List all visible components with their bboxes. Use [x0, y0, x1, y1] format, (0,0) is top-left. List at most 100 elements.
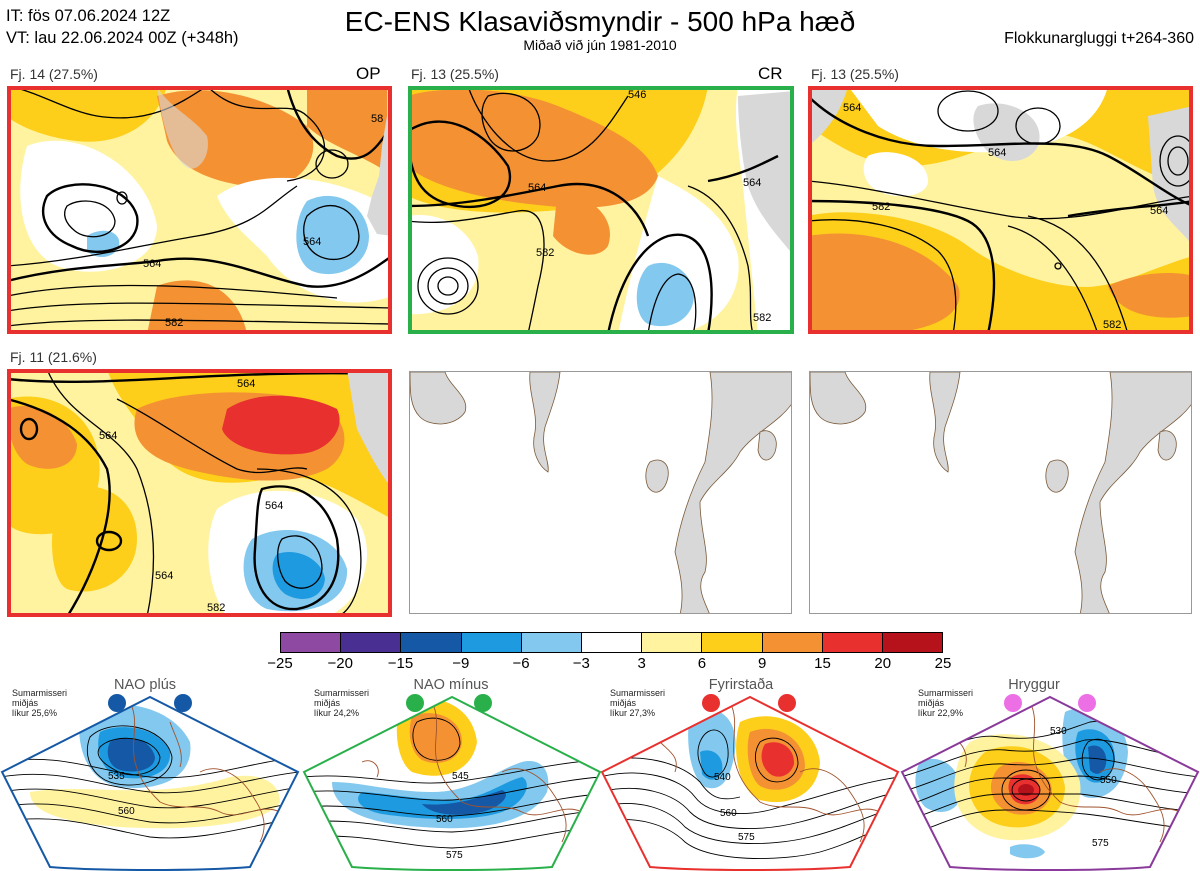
classification-window: Flokkunargluggi t+264-360 [1004, 30, 1194, 47]
cluster-1-contour-564: 564 [143, 258, 161, 270]
colorbar [280, 632, 943, 653]
cluster-map-2[interactable]: 564 546 564 582 582 [408, 86, 794, 334]
cluster-2-contour-582: 582 [536, 247, 554, 259]
colorbar-tick-label: 6 [697, 655, 707, 672]
colorbar-tick-label: −3 [572, 655, 590, 672]
regime-ridge-dot-1 [1004, 694, 1022, 712]
valid-time: VT: lau 22.06.2024 00Z (+348h) [6, 29, 239, 47]
cluster-3-contour-582: 582 [872, 201, 890, 213]
regime-blocking-note: Sumarmisseri miðjás líkur 27,3% [610, 688, 666, 718]
cluster-2-contour-564b: 564 [743, 177, 761, 189]
page-title: EC-ENS Klasaviðsmyndir - 500 hPa hæð [344, 6, 856, 37]
colorbar-tick-label: −20 [327, 655, 353, 672]
cluster-map-4[interactable]: 564 564 564 564 582 [7, 369, 392, 617]
cluster-4-contour-582: 582 [207, 602, 225, 614]
colorbar-tick-label: −6 [512, 655, 530, 672]
colorbar-tick-label: 20 [874, 655, 892, 672]
colorbar-cell [281, 633, 342, 652]
cluster-4-contour-564d: 564 [155, 570, 173, 582]
blocking-contour-540: 540 [714, 772, 731, 783]
cluster-2-contour-582b: 582 [753, 312, 771, 324]
colorbar-cell [581, 633, 643, 652]
regime-nao-minus-title: NAO mínus [413, 677, 489, 693]
cluster-4-contour-564c: 564 [265, 500, 283, 512]
panel-4-label: Fj. 11 (21.6%) [10, 349, 97, 365]
ridge-contour-550: 550 [1100, 775, 1117, 786]
regime-nao-minus-graphic: 545 560 575 [302, 695, 602, 871]
regime-ridge-note: Sumarmisseri miðjás líkur 22,9% [918, 688, 974, 718]
regime-ridge-graphic: 530 550 575 [900, 695, 1200, 871]
regime-ridge-dot-2 [1078, 694, 1096, 712]
cluster-3-contour-582b: 582 [1103, 319, 1121, 331]
colorbar-cell [882, 633, 943, 652]
regime-blocking-graphic: 540 560 575 [600, 695, 900, 871]
cluster-4-contour-564: 564 [237, 378, 255, 390]
cluster-2-contour-546: 546 [628, 89, 646, 101]
panel-2-tag: CR [758, 64, 783, 83]
panel-1-tag: OP [356, 64, 381, 83]
regime-nao-minus-dot-2 [474, 694, 492, 712]
regime-nao-plus-dot-2 [174, 694, 192, 712]
regime-nao-minus-note: Sumarmisseri miðjás líkur 24,2% [314, 688, 370, 718]
cluster-2-contour-564: 564 [528, 182, 546, 194]
colorbar-ticks: −25 −20 −15 −9 −6 −3 3 6 9 15 20 25 [260, 655, 963, 675]
colorbar-tick-label: 3 [637, 655, 646, 672]
cluster-4-contour-564b: 564 [99, 430, 117, 442]
blocking-contour-560: 560 [720, 808, 737, 819]
colorbar-cell [702, 633, 763, 652]
colorbar-cell [461, 633, 522, 652]
colorbar-tick-label: 15 [814, 655, 831, 672]
regime-nao-minus-dot-1 [406, 694, 424, 712]
regimes-row: 535 560 NAO plús Sumarmisseri miðjás lík… [0, 677, 1200, 871]
nao-minus-contour-545: 545 [452, 771, 469, 782]
colorbar-cell [822, 633, 883, 652]
cluster-3-contour-564b: 564 [988, 147, 1006, 159]
nao-plus-contour-560: 560 [118, 806, 135, 817]
cluster-map-2-graphic: 564 546 564 582 582 [408, 86, 794, 334]
colorbar-tick-label: 9 [758, 655, 767, 672]
empty-map-1-graphic [410, 372, 791, 613]
blocking-contour-575: 575 [738, 832, 755, 843]
panel-3-label: Fj. 13 (25.5%) [811, 66, 899, 82]
regime-blocking-dot-2 [778, 694, 796, 712]
regime-ridge[interactable]: 530 550 575 Hryggur Sumarmisseri miðjás … [900, 677, 1200, 871]
colorbar-cells [280, 632, 943, 653]
nao-minus-contour-560: 560 [436, 814, 453, 825]
cluster-map-3[interactable]: 564 564 582 564 582 [808, 86, 1193, 334]
regime-nao-plus-dot-1 [108, 694, 126, 712]
ridge-contour-530: 530 [1050, 726, 1067, 737]
colorbar-cell [762, 633, 823, 652]
cluster-3-contour-564c: 564 [1150, 205, 1168, 217]
cluster-1-contour-582: 582 [165, 317, 183, 329]
colorbar-cell [521, 633, 582, 652]
regime-nao-plus-graphic: 535 560 [0, 695, 300, 871]
cluster-map-1[interactable]: 582 564 58 564 [7, 86, 392, 334]
colorbar-cell [401, 633, 462, 652]
cluster-1-contour-58: 58 [371, 113, 383, 125]
regime-nao-plus[interactable]: 535 560 NAO plús Sumarmisseri miðjás lík… [0, 677, 300, 871]
colorbar-tick-label: −9 [452, 655, 470, 672]
regime-ridge-title: Hryggur [1008, 677, 1060, 693]
initial-time: IT: fös 07.06.2024 12Z [6, 7, 171, 25]
cluster-map-4-graphic: 564 564 564 564 582 [7, 369, 392, 617]
colorbar-tick-label: −15 [387, 655, 414, 672]
nao-plus-contour-535: 535 [108, 771, 125, 782]
regime-blocking[interactable]: 540 560 575 Fyrirstaða Sumarmisseri miðj… [600, 677, 900, 871]
colorbar-cell [341, 633, 402, 652]
empty-map-1 [409, 371, 792, 614]
regime-nao-plus-title: NAO plús [113, 677, 177, 693]
ridge-contour-575: 575 [1092, 838, 1109, 849]
header-info: IT: fös 07.06.2024 12Z VT: lau 22.06.202… [6, 5, 239, 49]
cluster-map-1-graphic: 582 564 58 564 [7, 86, 392, 334]
colorbar-tick-label: 25 [934, 655, 952, 672]
nao-minus-contour-575: 575 [446, 850, 463, 861]
regime-nao-plus-note: Sumarmisseri miðjás líkur 25,6% [12, 688, 68, 718]
regime-blocking-title: Fyrirstaða [708, 677, 774, 693]
panel-1-label: Fj. 14 (27.5%) [10, 66, 98, 82]
colorbar-cell [642, 633, 703, 652]
cluster-map-3-graphic: 564 564 582 564 582 [808, 86, 1193, 334]
empty-map-2 [809, 371, 1192, 614]
regime-blocking-dot-1 [702, 694, 720, 712]
empty-map-2-graphic [810, 372, 1191, 613]
regime-nao-minus[interactable]: 545 560 575 NAO mínus Sumarmisseri miðjá… [302, 677, 602, 871]
